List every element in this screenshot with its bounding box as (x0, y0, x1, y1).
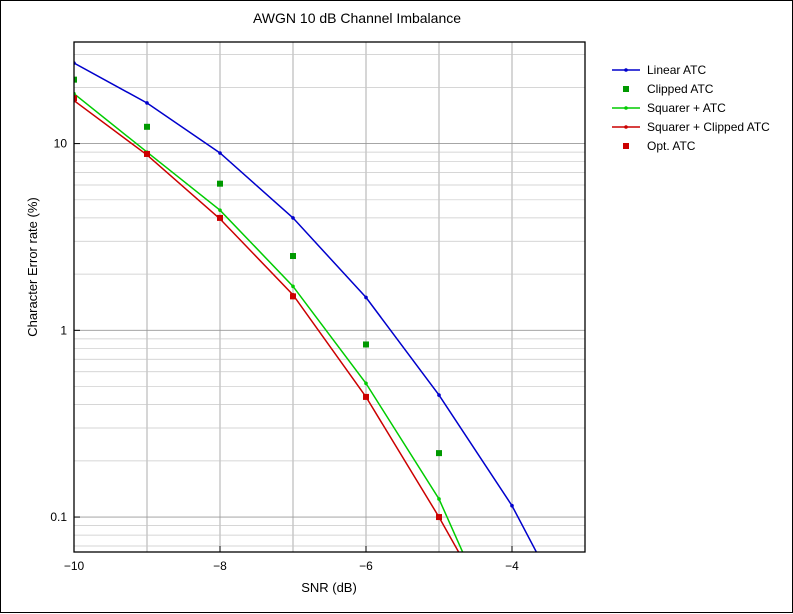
legend-marker (623, 86, 629, 92)
data-point (436, 450, 442, 457)
x-axis-label: SNR (dB) (301, 580, 357, 595)
y-tick-label: 10 (54, 137, 68, 151)
legend-marker (624, 125, 628, 129)
series-line (74, 93, 464, 552)
data-point (437, 497, 441, 501)
x-tick-label: −6 (359, 559, 373, 573)
legend: Linear ATC Clipped ATC Squarer + ATC Square… (612, 63, 770, 153)
data-point (217, 214, 223, 221)
data-point (462, 559, 466, 563)
legend-label: Linear ATC (647, 63, 706, 77)
chart-title: AWGN 10 dB Channel Imbalance (253, 10, 461, 26)
data-point (218, 208, 222, 212)
data-point (217, 180, 223, 187)
data-point (291, 284, 295, 289)
plot-area-border (73, 41, 586, 553)
series-line (74, 99, 460, 552)
data-point (218, 151, 222, 155)
legend-label: Squarer + Clipped ATC (647, 120, 770, 134)
axis-ticks: −10 −8 −6 −4 0.1 1 10 (50, 137, 519, 573)
series-0 (74, 61, 543, 563)
legend-label: Clipped ATC (647, 82, 714, 96)
x-tick-label: −4 (505, 559, 519, 573)
legend-marker (623, 143, 629, 149)
legend-marker (624, 68, 628, 72)
y-tick-label: 1 (60, 323, 67, 337)
y-tick-label: 0.1 (50, 510, 67, 524)
legend-marker (624, 106, 628, 110)
data-point (437, 393, 441, 397)
series-layer (74, 61, 543, 563)
legend-item: Opt. ATC (623, 139, 696, 153)
series-1 (74, 76, 442, 457)
data-point (363, 341, 369, 348)
series-4 (74, 95, 442, 521)
data-point (436, 514, 442, 521)
series-3 (74, 98, 466, 563)
data-point (363, 393, 369, 400)
legend-item: Clipped ATC (623, 82, 714, 96)
data-point (510, 503, 514, 508)
series-line (74, 62, 538, 552)
data-point (145, 101, 149, 105)
y-axis-label: Character Error rate (%) (25, 197, 40, 336)
data-point (539, 559, 543, 563)
legend-item: Squarer + ATC (612, 101, 726, 115)
x-tick-label: −8 (213, 559, 227, 573)
data-point (291, 216, 295, 220)
data-point (290, 253, 296, 260)
data-point (465, 559, 469, 563)
data-point (144, 123, 150, 130)
data-point (364, 295, 368, 300)
data-point (364, 381, 368, 386)
grid-lines (74, 42, 585, 552)
x-tick-label: −10 (64, 559, 85, 573)
legend-item: Linear ATC (612, 63, 706, 77)
legend-label: Squarer + ATC (647, 101, 726, 115)
legend-item: Squarer + Clipped ATC (612, 120, 770, 134)
legend-label: Opt. ATC (647, 139, 696, 153)
data-point (144, 150, 150, 157)
data-point (74, 76, 77, 83)
series-2 (74, 91, 469, 563)
data-point (290, 293, 296, 300)
data-point (74, 95, 77, 102)
